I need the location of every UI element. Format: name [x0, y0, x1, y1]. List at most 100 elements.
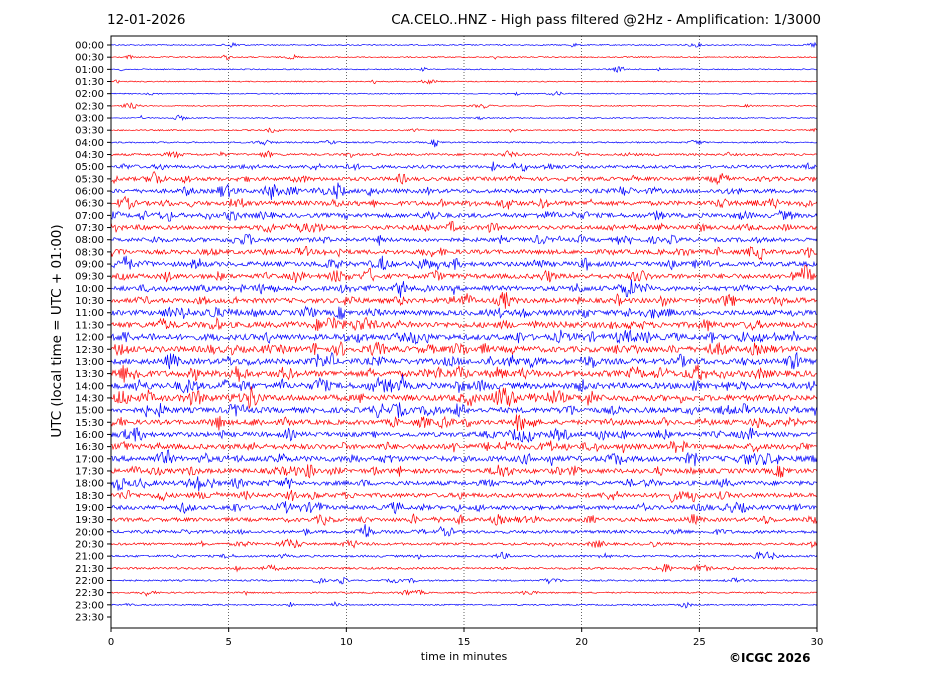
trace-1230: [110, 341, 818, 357]
y-tick-label: 15:00: [75, 406, 104, 417]
y-tick-label: 00:30: [75, 53, 104, 64]
y-tick-label: 08:30: [75, 247, 104, 258]
trace-0130: [110, 79, 818, 85]
y-tick-label: 23:00: [75, 600, 104, 611]
x-tick-label: 10: [340, 637, 353, 648]
y-tick-label: 20:30: [75, 539, 104, 550]
x-tick-label: 5: [225, 637, 231, 648]
y-tick-label: 11:30: [75, 320, 104, 331]
plot-frame: [110, 35, 818, 629]
trace-1900: [110, 501, 818, 515]
trace-2030: [110, 538, 818, 549]
y-tick-label: 09:30: [75, 272, 104, 283]
y-tick-label: 16:00: [75, 430, 104, 441]
trace-1600: [110, 427, 818, 443]
trace-0530: [110, 171, 818, 186]
y-tick-label: 06:30: [75, 199, 104, 210]
trace-1030: [110, 291, 818, 309]
y-tick-label: 21:00: [75, 552, 104, 563]
y-tick-label: 11:00: [75, 308, 104, 319]
trace-0600: [110, 182, 818, 201]
trace-2200: [110, 576, 818, 585]
trace-2300: [110, 600, 818, 609]
trace-0630: [110, 195, 818, 210]
trace-1530: [110, 414, 818, 432]
trace-1730: [110, 464, 818, 479]
trace-1400: [110, 374, 818, 394]
trace-layer: [110, 41, 818, 609]
trace-2230: [110, 589, 818, 597]
y-tick-label: 17:30: [75, 466, 104, 477]
y-tick-label: 03:30: [75, 126, 104, 137]
y-tick-label: 08:00: [75, 235, 104, 246]
trace-0500: [110, 161, 818, 172]
trace-0730: [110, 220, 818, 234]
chart-date: 12-01-2026: [107, 12, 186, 28]
x-tick-label: 30: [811, 637, 824, 648]
grid-layer: [228, 36, 700, 628]
y-tick-label: 13:30: [75, 369, 104, 380]
trace-1930: [110, 513, 818, 526]
y-tick-label: 17:00: [75, 454, 104, 465]
y-tick-label: 01:30: [75, 77, 104, 88]
trace-1330: [110, 364, 818, 383]
y-tick-label: 23:30: [75, 612, 104, 623]
y-tick-label: 03:00: [75, 114, 104, 125]
trace-0230: [110, 102, 818, 110]
y-tick-label: 06:00: [75, 187, 104, 198]
trace-2100: [110, 551, 818, 560]
y-tick-label: 04:30: [75, 150, 104, 161]
y-tick-label: 19:30: [75, 515, 104, 526]
trace-0330: [110, 127, 818, 133]
trace-1300: [110, 351, 818, 370]
trace-1200: [110, 329, 818, 345]
y-tick-label: 10:30: [75, 296, 104, 307]
trace-1000: [110, 279, 818, 298]
y-tick-label: 18:00: [75, 479, 104, 490]
trace-0100: [110, 66, 818, 73]
trace-2130: [110, 563, 818, 573]
trace-1630: [110, 440, 818, 454]
trace-0200: [110, 90, 818, 96]
y-tick-label: 14:30: [75, 393, 104, 404]
trace-1130: [110, 316, 818, 332]
x-tick-label: 0: [108, 637, 114, 648]
trace-0300: [110, 114, 818, 122]
trace-0800: [110, 233, 818, 246]
y-tick-label: 00:00: [75, 41, 104, 52]
copyright-label: ©ICGC 2026: [729, 651, 811, 665]
y-tick-label: 15:30: [75, 418, 104, 429]
y-tick-label: 01:00: [75, 65, 104, 76]
trace-1800: [110, 476, 818, 492]
x-axis-label: time in minutes: [420, 650, 508, 663]
trace-0700: [110, 209, 818, 222]
y-tick-label: 19:00: [75, 503, 104, 514]
trace-0430: [110, 150, 818, 159]
y-tick-label: 21:30: [75, 564, 104, 575]
y-tick-label: 02:30: [75, 101, 104, 112]
y-tick-label: 20:00: [75, 527, 104, 538]
trace-1700: [110, 449, 818, 467]
trace-0930: [110, 264, 818, 283]
y-tick-label: 12:00: [75, 333, 104, 344]
trace-1430: [110, 386, 818, 409]
trace-0400: [110, 139, 818, 148]
trace-0000: [110, 41, 818, 49]
y-tick-label: 22:00: [75, 576, 104, 587]
x-tick-label: 20: [575, 637, 588, 648]
y-tick-label: 05:00: [75, 162, 104, 173]
y-tick-label: 16:30: [75, 442, 104, 453]
trace-0030: [111, 53, 818, 61]
chart-title: CA.CELO..HNZ - High pass filtered @2Hz -…: [391, 12, 821, 28]
y-tick-label: 09:00: [75, 260, 104, 271]
y-tick-label: 10:00: [75, 284, 104, 295]
y-tick-label: 22:30: [75, 588, 104, 599]
y-tick-label: 13:00: [75, 357, 104, 368]
y-tick-label: 07:00: [75, 211, 104, 222]
trace-1830: [110, 489, 818, 503]
trace-1500: [110, 402, 818, 419]
y-tick-label: 05:30: [75, 174, 104, 185]
y-tick-label: 12:30: [75, 345, 104, 356]
y-tick-label: 18:30: [75, 491, 104, 502]
